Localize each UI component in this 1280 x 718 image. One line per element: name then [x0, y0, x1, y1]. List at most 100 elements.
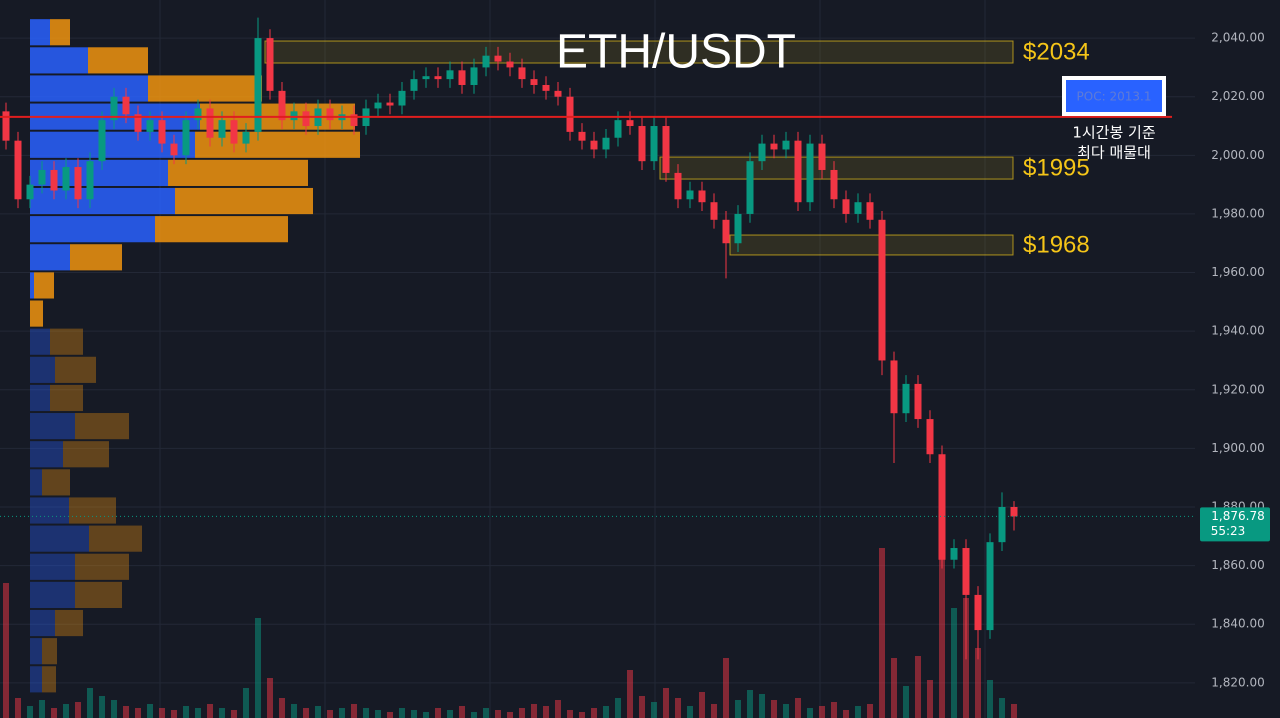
profile-sell	[42, 638, 57, 665]
volume-bar	[471, 712, 477, 718]
candle-body	[158, 120, 166, 144]
candle-body	[470, 67, 478, 85]
volume-bar	[135, 708, 141, 718]
y-tick-label: 1,980.00	[1211, 206, 1264, 220]
profile-sell	[50, 19, 70, 46]
profile-sell	[75, 413, 129, 440]
candle-body	[494, 55, 502, 62]
zone-label: $1968	[1023, 231, 1090, 258]
profile-buy	[30, 47, 88, 74]
candle-body	[482, 55, 490, 68]
candle-body	[866, 202, 874, 220]
volume-bar	[831, 702, 837, 718]
last-price-label: 1,876.78	[1211, 509, 1264, 523]
candle-body	[746, 161, 754, 214]
volume-bar	[531, 704, 537, 718]
volume-bar	[267, 678, 273, 718]
volume-bar	[15, 698, 21, 718]
profile-buy	[30, 131, 195, 158]
candle-body	[542, 84, 550, 91]
candle-body	[842, 199, 850, 214]
profile-buy	[30, 384, 50, 412]
y-tick-label: 2,020.00	[1211, 89, 1264, 103]
plot: 1,820.001,840.001,860.001,880.001,900.00…	[0, 17, 1270, 718]
candle-body	[134, 114, 142, 132]
candle-body	[278, 90, 286, 121]
volume-bar	[735, 700, 741, 718]
volume-bar	[351, 704, 357, 718]
poc-note: 1시간봉 기준	[1072, 124, 1156, 142]
poc-label: POC: 2013.1	[1077, 90, 1152, 104]
candle-body	[122, 96, 130, 115]
candle-body	[554, 90, 562, 97]
volume-bar	[291, 704, 297, 718]
candle-body	[50, 169, 58, 191]
profile-sell	[168, 159, 308, 186]
volume-bar	[171, 710, 177, 718]
candle-body	[206, 108, 214, 138]
volume-bar	[711, 704, 717, 718]
volume-bar	[99, 696, 105, 718]
candle-body	[422, 76, 430, 80]
volume-bar	[399, 708, 405, 718]
volume-bar	[903, 686, 909, 718]
volume-bar	[603, 706, 609, 718]
candle-body	[626, 120, 634, 127]
candle-body	[878, 219, 886, 361]
volume-bar	[879, 548, 885, 718]
zone	[264, 40, 1014, 64]
candle-body	[854, 202, 862, 214]
candle-body	[938, 454, 946, 560]
volume-bar	[411, 710, 417, 718]
profile-buy	[30, 244, 70, 271]
volume-bar	[111, 700, 117, 718]
volume-bar	[999, 698, 1005, 718]
candle-body	[674, 172, 682, 200]
volume-bar	[699, 692, 705, 718]
candle-body	[782, 140, 790, 150]
candle-body	[698, 190, 706, 203]
volume-bar	[363, 708, 369, 718]
candle-body	[146, 120, 154, 132]
volume-bar	[231, 710, 237, 718]
candle-body	[566, 96, 574, 132]
profile-buy	[30, 525, 89, 552]
volume-bar	[87, 688, 93, 718]
profile-buy	[30, 272, 34, 299]
volume-bar	[279, 698, 285, 718]
volume-bar	[387, 712, 393, 718]
zone-label: $1995	[1023, 154, 1090, 181]
candle-body	[230, 120, 238, 144]
candle-body	[614, 120, 622, 138]
volume-bar	[51, 708, 57, 718]
profile-sell	[75, 553, 129, 580]
candle-body	[62, 167, 70, 191]
volume-bar	[759, 694, 765, 718]
profile-buy	[30, 413, 75, 440]
candle-body	[86, 161, 94, 200]
volume-bar	[747, 690, 753, 718]
candle-body	[590, 140, 598, 150]
volume-bar	[123, 706, 129, 718]
volume-bar	[63, 704, 69, 718]
profile-sell	[70, 244, 122, 271]
y-tick-label: 1,840.00	[1211, 617, 1264, 631]
volume-bar	[543, 706, 549, 718]
y-tick-label: 1,920.00	[1211, 382, 1264, 396]
volume-bar	[639, 696, 645, 718]
volume-bar	[663, 688, 669, 718]
profile-buy	[30, 187, 175, 215]
candle-body	[410, 79, 418, 91]
volume-bar	[435, 708, 441, 718]
volume-bar	[159, 708, 165, 718]
volume-bar	[375, 710, 381, 718]
profile-buy	[30, 216, 155, 243]
volume-bar	[591, 708, 597, 718]
candle-body	[950, 548, 958, 560]
profile-buy	[30, 441, 63, 468]
volume-bar	[75, 702, 81, 718]
profile-sell	[55, 609, 83, 637]
volume-bar	[495, 710, 501, 718]
volume-bar	[459, 706, 465, 718]
